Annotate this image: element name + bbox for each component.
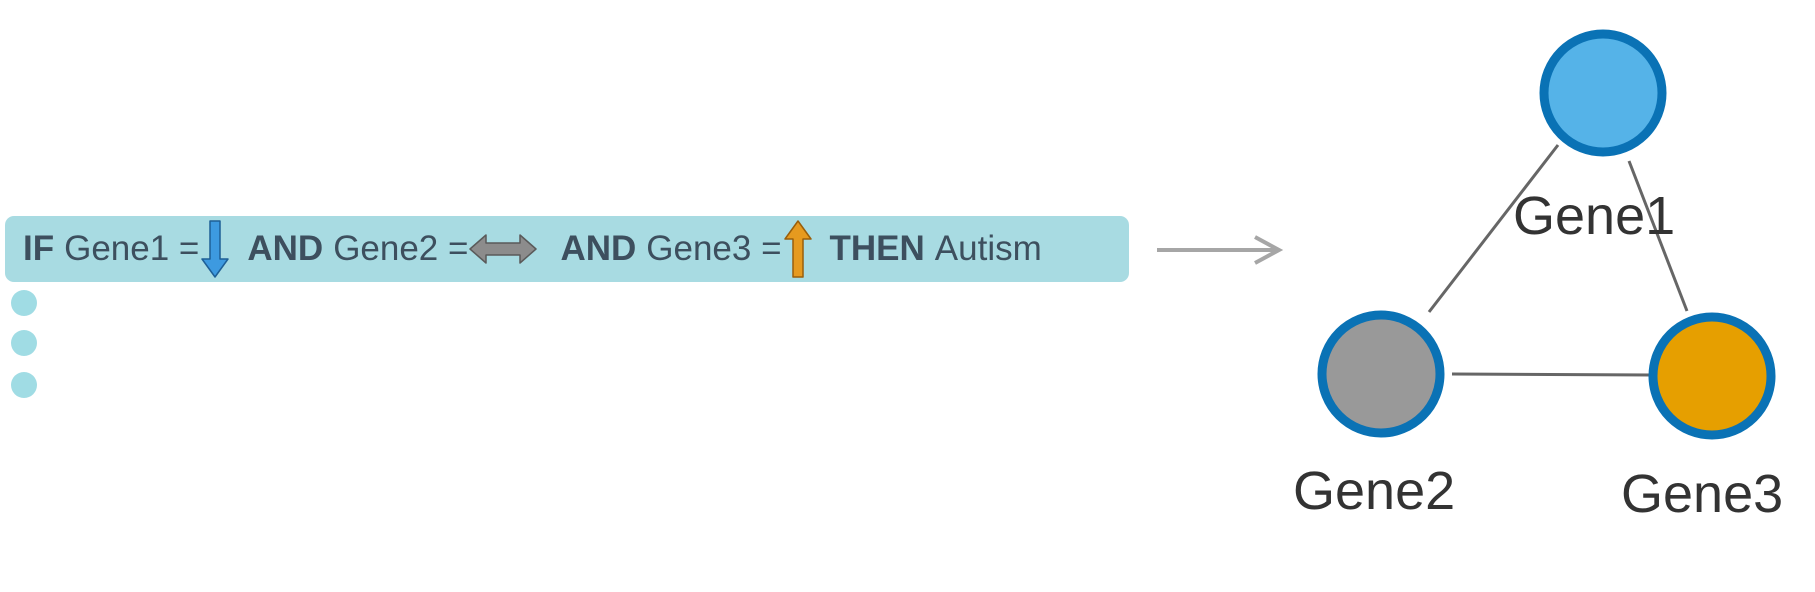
gene2-term: Gene2 = [333,229,469,268]
if-keyword: IF [23,229,55,268]
edge-gene1-gene3 [1627,160,1689,312]
gene1-term: Gene1 = [64,229,200,268]
rule-bar: IF Gene1 = AND Gene2 = AND Gene3 = THEN … [5,216,1129,282]
gene2-label: Gene2 [1293,461,1456,521]
edge-gene2-gene3 [1451,372,1654,377]
up-arrow-icon [783,220,812,278]
dot [11,330,37,356]
then-keyword: THEN [829,229,925,268]
gene1-node [1539,29,1667,157]
dot [11,290,37,316]
gene2-node [1317,310,1445,438]
left-right-arrow-icon [469,234,538,264]
gene1-label: Gene1 [1513,186,1676,246]
and-keyword-1: AND [247,229,324,268]
dot [11,372,37,398]
down-arrow-icon [201,220,230,278]
gene3-label: Gene3 [1621,464,1784,524]
outcome-term: Autism [934,229,1042,268]
and-keyword-2: AND [560,229,637,268]
edge-gene1-gene2 [1427,144,1560,313]
gene-network: Gene1 Gene2 Gene3 [1290,20,1815,540]
gene3-node [1648,312,1776,440]
gene3-term: Gene3 = [646,229,782,268]
right-arrow-icon [1157,235,1284,265]
